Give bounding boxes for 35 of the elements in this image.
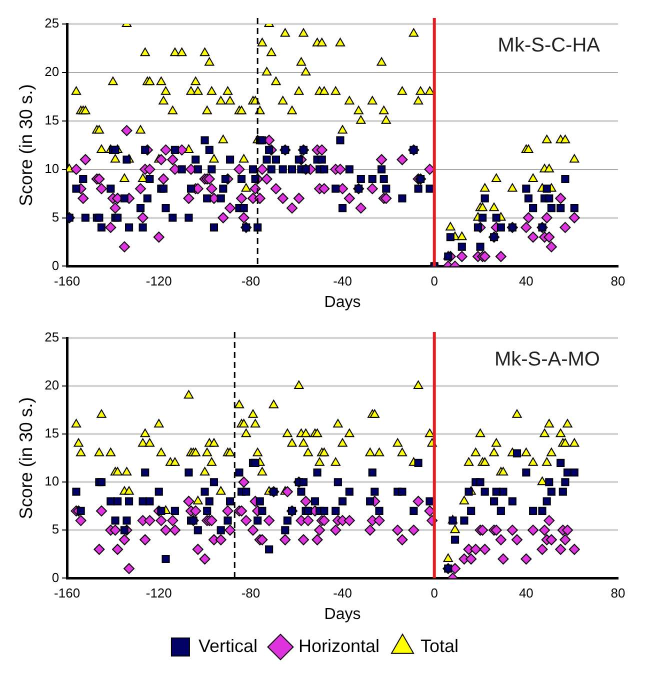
y-tick-label: 20: [44, 64, 60, 80]
y-tick-label: 15: [44, 426, 60, 441]
x-axis-title: Days: [324, 606, 361, 623]
y-tick-label: 15: [44, 112, 60, 128]
y-axis-title: Score (in 30 s.): [16, 397, 36, 520]
x-axis-title: Days: [324, 294, 361, 311]
x-tick-label: 40: [518, 274, 534, 289]
y-tick-label: 5: [52, 522, 60, 537]
text: Mk-S-A-MO: [494, 348, 600, 371]
text: Mk-S-C-HA: [498, 34, 601, 57]
x-tick-label: -40: [333, 274, 352, 289]
legend-label: Horizontal: [298, 636, 380, 656]
y-tick-label: 10: [44, 474, 60, 489]
x-tick-label: 80: [610, 586, 626, 601]
x-tick-label: -120: [146, 274, 172, 289]
x-tick-label: 80: [610, 274, 626, 289]
x-tick-label: 0: [430, 274, 438, 289]
legend-label: Vertical: [198, 636, 258, 656]
x-tick-label: -40: [333, 586, 352, 601]
y-tick-label: 10: [44, 160, 60, 176]
x-tick-label: -80: [241, 274, 260, 289]
y-tick-label: 0: [52, 570, 60, 585]
x-tick-label: -160: [54, 586, 80, 601]
y-tick-label: 20: [44, 378, 60, 393]
y-axis-title: Score (in 30 s.): [16, 84, 36, 206]
legend-label: Total: [420, 636, 459, 656]
y-tick-label: 25: [44, 330, 60, 345]
x-tick-label: -120: [146, 586, 172, 601]
y-tick-label: 0: [52, 258, 60, 273]
x-tick-label: 0: [430, 586, 438, 601]
x-tick-label: -160: [54, 274, 80, 289]
y-tick-label: 5: [52, 209, 60, 224]
x-tick-label: -80: [241, 586, 260, 601]
y-tick-label: 25: [44, 16, 60, 31]
x-tick-label: 40: [518, 586, 534, 601]
